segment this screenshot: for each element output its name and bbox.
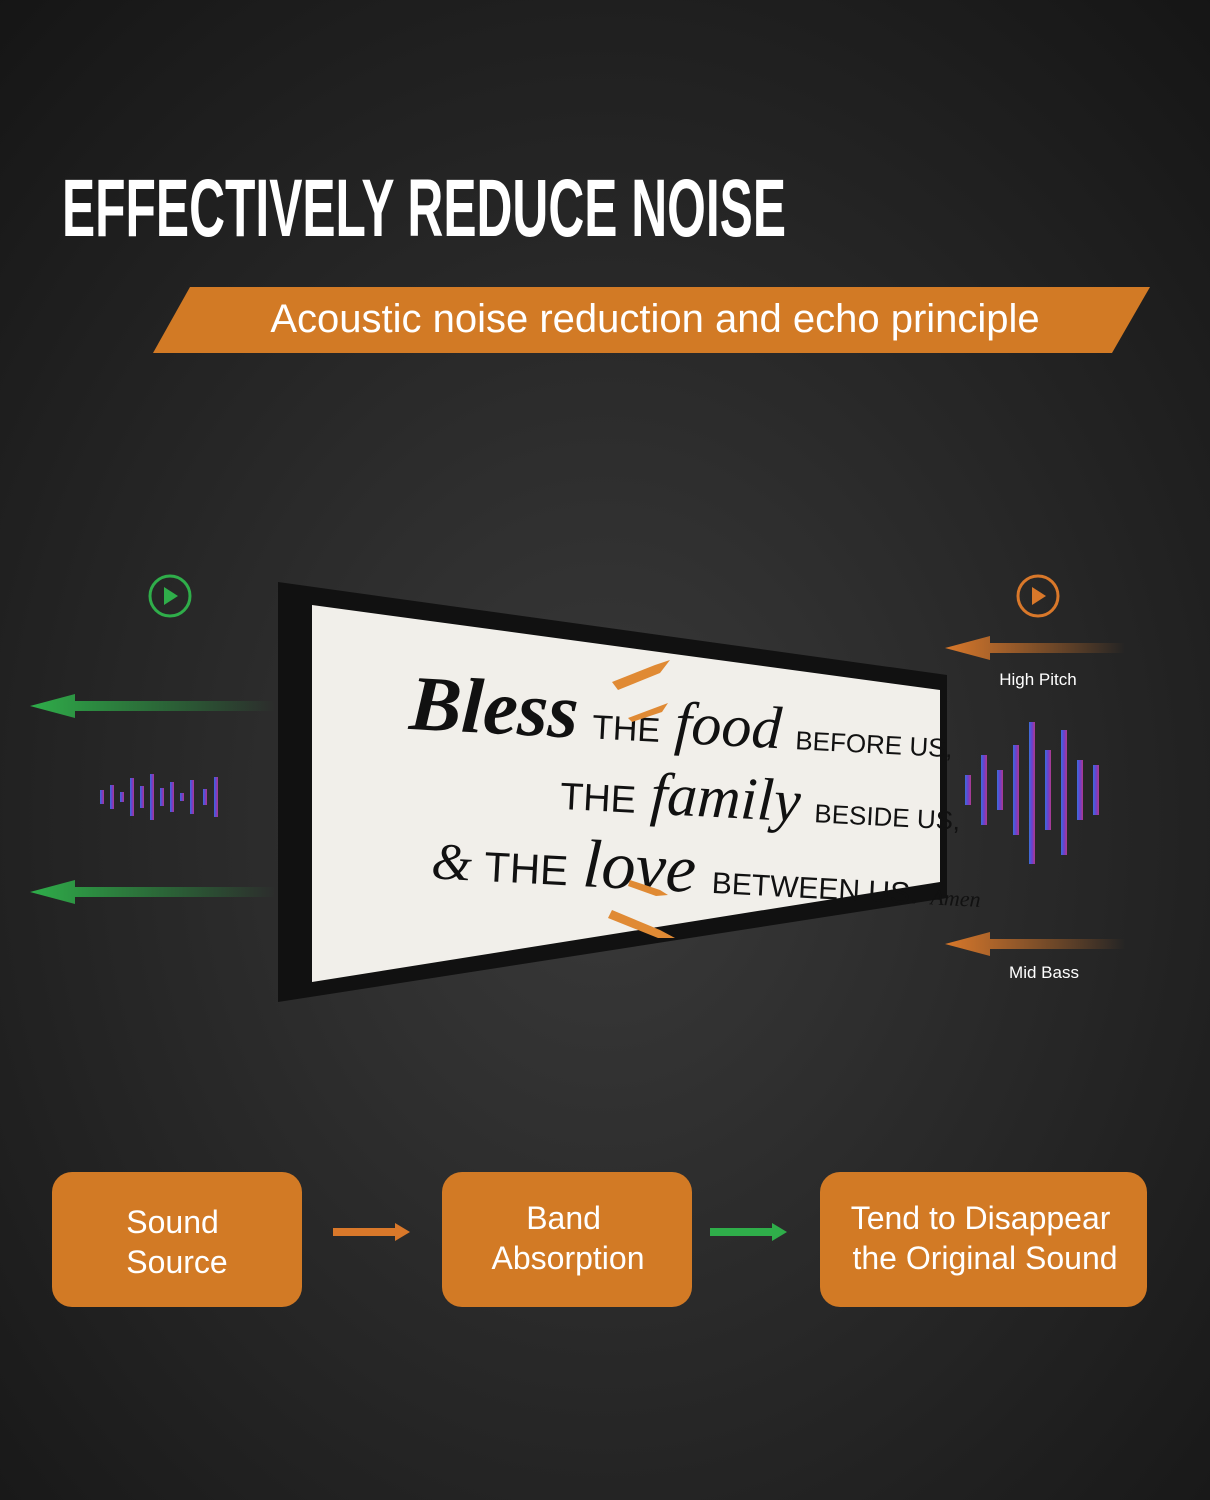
- wave-bar: [130, 778, 134, 816]
- wave-bar: [120, 792, 124, 802]
- label-mid: Mid Bass: [1009, 963, 1079, 982]
- title: EFFECTIVELY REDUCE NOISE: [62, 163, 786, 254]
- step-text: Tend to Disappear the Original Sound: [851, 1200, 1120, 1276]
- step-box: [820, 1172, 1147, 1307]
- sign-word: love: [581, 825, 698, 907]
- wave-bar: [214, 777, 218, 817]
- orange-arrow: [945, 636, 1125, 660]
- sign-arrows: [608, 660, 675, 938]
- wave-bar: [1013, 745, 1019, 835]
- small-arrow: [628, 703, 668, 722]
- green-arrow: [30, 694, 275, 718]
- step-line: the Original Sound: [852, 1240, 1117, 1276]
- sign-word: Amen: [928, 884, 981, 912]
- wave-bar: [981, 755, 987, 825]
- step-text: Band Absorption: [492, 1200, 645, 1276]
- sign-word: family: [649, 761, 803, 835]
- sign-line: Bless THE food BEFORE US,: [407, 659, 956, 774]
- wave-bar: [203, 789, 207, 805]
- wave-bar: [1093, 765, 1099, 815]
- sign-word: Bless: [407, 659, 581, 755]
- wave-bar: [965, 775, 971, 805]
- sign-word: THE: [483, 843, 569, 894]
- sign-line: & THE love BETWEEN US. Amen: [430, 817, 984, 922]
- right-waveform: [965, 722, 1099, 864]
- step-text: Sound Source: [126, 1204, 227, 1280]
- wave-bar: [100, 790, 104, 804]
- label-high: High Pitch: [999, 670, 1076, 689]
- sign-text: Bless THE food BEFORE US, THE family BES…: [407, 659, 984, 922]
- orange-arrow: [945, 932, 1125, 956]
- wave-bar: [110, 785, 114, 809]
- wave-bar: [170, 782, 174, 812]
- sign-panel: [312, 605, 940, 982]
- sign-word: &: [430, 833, 474, 892]
- wave-bar: [1077, 760, 1083, 820]
- step-line: Source: [126, 1244, 227, 1280]
- step-line: Absorption: [492, 1240, 645, 1276]
- step-line: Sound: [126, 1204, 219, 1240]
- green-arrow: [30, 880, 275, 904]
- left-arrows: [30, 694, 275, 904]
- flow-arrow: [710, 1223, 787, 1241]
- sound-icon-glyph: [164, 587, 178, 605]
- flow-arrow: [333, 1223, 410, 1241]
- left-waveform: [100, 774, 218, 820]
- wave-bar: [180, 793, 184, 801]
- wave-bar: [1029, 722, 1035, 864]
- wave-bar: [160, 788, 164, 806]
- small-arrow: [608, 910, 675, 938]
- wave-bar: [150, 774, 154, 820]
- sound-icon: [1016, 574, 1060, 618]
- banner-shape: [153, 287, 1150, 353]
- sign-word: food: [673, 690, 784, 762]
- wave-bar: [1045, 750, 1051, 830]
- small-arrow: [612, 660, 670, 690]
- sound-icon-glyph: [1032, 587, 1046, 605]
- banner-text: Acoustic noise reduction and echo princi…: [270, 297, 1039, 341]
- wave-bar: [190, 780, 194, 814]
- step-box: [442, 1172, 692, 1307]
- small-arrow: [628, 880, 668, 896]
- sign-word: THE: [559, 776, 637, 822]
- wave-bar: [997, 770, 1003, 810]
- step-line: Tend to Disappear: [851, 1200, 1111, 1236]
- step-line: Band: [526, 1200, 601, 1236]
- step-box: [52, 1172, 302, 1307]
- sound-icon: [148, 574, 192, 618]
- wave-bar: [1061, 730, 1067, 855]
- wave-bar: [140, 786, 144, 808]
